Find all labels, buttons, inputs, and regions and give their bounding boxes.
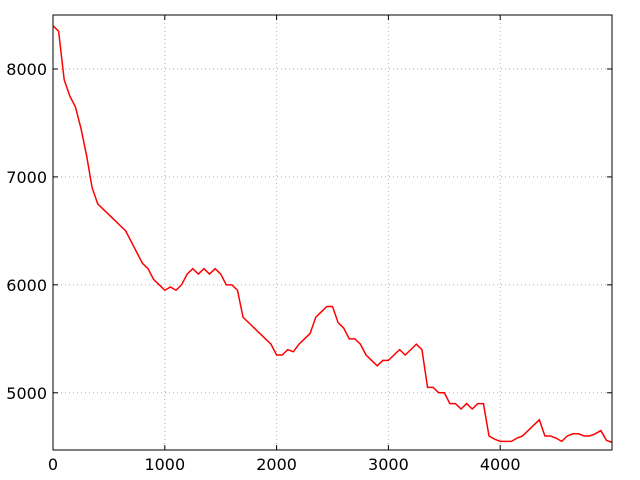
y-tick-label: 8000 xyxy=(6,60,47,79)
y-tick-label: 6000 xyxy=(6,276,47,295)
x-tick-label: 3000 xyxy=(368,455,409,474)
y-tick-label: 5000 xyxy=(6,384,47,403)
x-tick-label: 0 xyxy=(48,455,58,474)
data-line xyxy=(52,25,613,444)
y-tick-label: 7000 xyxy=(6,168,47,187)
plot-frame xyxy=(52,14,613,451)
x-tick-label: 2000 xyxy=(256,455,297,474)
x-tick-label: 4000 xyxy=(480,455,521,474)
x-tick-label: 1000 xyxy=(144,455,185,474)
